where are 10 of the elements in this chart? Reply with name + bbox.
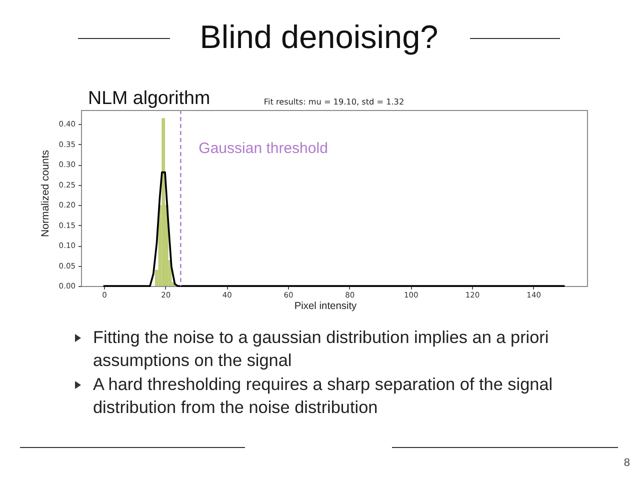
ref-line-label: Gaussian threshold — [198, 140, 328, 157]
x-axis-title: Pixel intensity — [294, 301, 358, 312]
text: Fitting the noise to a gaussian distribution implies an a priori assumptions on the signal — [93, 326, 550, 372]
y-axis-title: Normalized counts — [40, 150, 52, 237]
chart-title: Blind denoising? — [198, 18, 440, 56]
text: 8 — [624, 457, 630, 469]
line-series — [103, 171, 565, 287]
text: A hard thresholding requires a sharp separation of the signal distribution from the noise distribution — [93, 372, 554, 419]
text: Fit results: mu = 19.10, std = 1.32 — [264, 96, 404, 106]
chart-subtitle: NLM algorithm — [88, 86, 210, 108]
